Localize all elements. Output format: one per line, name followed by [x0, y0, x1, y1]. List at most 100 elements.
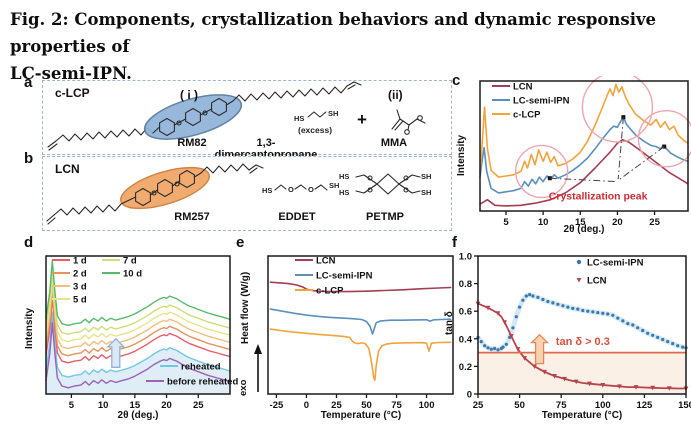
lcn-title: LCN	[55, 162, 80, 176]
panel-c-x-axis-label: 2θ (deg.)	[563, 224, 605, 235]
triangle-marker	[495, 311, 501, 316]
peak-highlight-circle	[514, 144, 569, 199]
x-tick-label: -25	[270, 400, 284, 411]
legend-swatch-dot	[576, 259, 582, 265]
dimercaptopropane-structure: HS SH (excess)	[294, 109, 338, 135]
scatter-point	[636, 326, 640, 330]
x-tick-label: 50	[361, 400, 372, 411]
rm257-mesogen-rings	[120, 169, 202, 207]
hs-atom-label: HS	[339, 188, 349, 197]
triangle-marker	[508, 334, 514, 339]
panel-e-letter: e	[236, 234, 245, 251]
petmp-structure: HS SH HS SH	[339, 172, 431, 197]
scatter-point	[486, 346, 490, 350]
peak-marker-dot	[547, 176, 552, 181]
triangle-marker	[542, 369, 547, 375]
x-tick-label: 25	[649, 217, 660, 228]
scatter-point	[483, 344, 487, 348]
x-tick-label: 10	[538, 217, 549, 228]
step-i-label: ( i )	[180, 88, 198, 102]
scatter-point	[496, 348, 500, 352]
dash-dot-guide-line	[549, 177, 617, 183]
scatter-point	[641, 328, 645, 333]
triangle-marker	[502, 320, 508, 325]
exo-direction-arrow	[254, 344, 262, 392]
up-arrow-annotation	[529, 333, 550, 365]
panel-f-letter: f	[452, 234, 457, 251]
rm82-label: RM82	[177, 137, 207, 149]
y-tick-label: 0	[467, 390, 472, 401]
sh-atom-label: SH	[328, 109, 338, 118]
y-tick-label: 0.8	[459, 279, 472, 290]
scatter-point	[546, 299, 550, 304]
scatter-point	[511, 326, 515, 330]
panel-e-dsc-chart: -25 0 25 50 75 100 LCN LC-semi-IPN c-LCP	[267, 255, 454, 411]
x-tick-label: 15	[130, 400, 141, 411]
scatter-point	[616, 316, 620, 320]
eddet-structure: HS O O SH	[262, 181, 339, 195]
panel-c-y-axis-label: Intensity	[456, 134, 467, 176]
triangle-marker	[485, 305, 491, 311]
panel-d-y-axis-label: Intensity	[24, 307, 35, 349]
caption-line-2: LC-semi-IPN.	[10, 64, 132, 83]
y-tick-label: 0.2	[459, 362, 472, 373]
scatter-point	[651, 333, 655, 337]
scatter-point	[661, 337, 665, 342]
scatter-point	[586, 309, 590, 313]
peak-marker-dot	[621, 115, 626, 120]
mma-structure	[391, 109, 426, 135]
petmp-label: PETMP	[366, 211, 404, 223]
scatter-point	[566, 305, 570, 309]
x-tick-label: 25	[331, 400, 342, 411]
sh-atom-label: SH	[421, 188, 431, 197]
panel-f-y-axis-label: tan δ	[444, 311, 455, 335]
panel-a-box: HS SH (excess)	[42, 80, 452, 155]
x-tick-label: 0	[304, 400, 309, 411]
lcn-structure-drawing: HS O O SH HS SH HS SH	[46, 163, 431, 225]
series-line	[269, 281, 452, 293]
series-line	[479, 138, 689, 207]
panel-e-y-axis-label: Heat flow (W/g)	[240, 271, 251, 345]
plot-frame	[477, 255, 687, 395]
legend-swatch-triangle	[576, 278, 582, 283]
legend-label: 2 d	[73, 269, 87, 280]
scatter-point	[561, 304, 565, 308]
series-line	[45, 259, 231, 327]
series-line	[269, 308, 452, 335]
triangle-marker	[587, 381, 592, 387]
panel-c-xrd-chart: Crystallization peak 5 10 15 20 25 LCN LC-semi-…	[479, 76, 691, 228]
scatter-point	[501, 345, 505, 349]
scatter-point	[576, 307, 580, 311]
legend-label: 1 d	[73, 256, 87, 267]
panel-c-letter: c	[452, 72, 461, 89]
legend-label: 10 d	[123, 269, 142, 280]
legend-label: LCN	[587, 276, 607, 287]
o-atom-label: O	[288, 185, 294, 194]
series-line	[479, 116, 689, 194]
scatter-point	[606, 312, 610, 316]
panel-f-x-axis-label: Temperature (°C)	[541, 410, 623, 421]
up-arrow-annotation	[106, 337, 126, 368]
x-tick-label: 50	[514, 400, 525, 411]
dash-dot-guide-line	[617, 117, 624, 180]
series-line	[479, 83, 689, 178]
x-tick-label: 15	[575, 217, 586, 228]
legend-label: c-LCP	[316, 286, 344, 297]
hs-atom-label: HS	[262, 186, 272, 195]
scatter-point	[676, 344, 680, 348]
legend-label: before reheated	[167, 377, 238, 388]
scatter-point	[518, 305, 522, 309]
x-tick-label: 100	[595, 400, 611, 411]
c-lcp-structure-drawing: HS SH (excess)	[47, 81, 426, 151]
series-line	[269, 328, 452, 381]
x-tick-label: 150	[678, 400, 691, 411]
figure-caption: Fig. 2: Components, crystallization beha…	[10, 6, 686, 87]
legend-label: 3 d	[73, 282, 87, 293]
peak-highlight-circle	[637, 109, 691, 168]
x-tick-label: 25	[473, 400, 484, 411]
x-tick-label: 25	[193, 400, 204, 411]
scatter-point	[528, 293, 532, 297]
y-tick-label: 0.4	[459, 334, 473, 345]
rm82-right-chain	[232, 81, 362, 102]
series-line	[45, 268, 231, 336]
